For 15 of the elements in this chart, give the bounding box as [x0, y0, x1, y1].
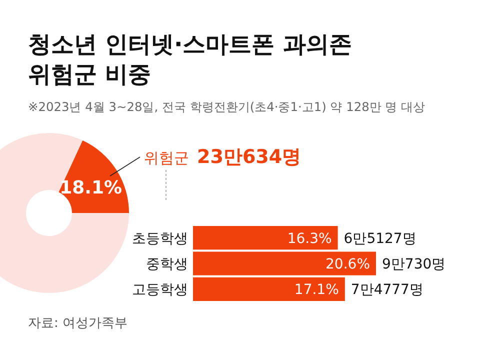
data-label: 17.1% — [294, 282, 339, 298]
slice-label: 위험군 — [144, 149, 189, 167]
data-label: 18.1% — [60, 177, 122, 198]
text: ※2023년 4월 3~28일, 전국 학령전환기(초4·중1·고1) 약 128만 명 대상 — [28, 100, 426, 114]
y-tick-label: 고등학생 — [132, 282, 188, 298]
data-label: 20.6% — [326, 256, 370, 272]
annotation: 6만5127명 — [344, 230, 416, 247]
text: 23만634명 — [197, 146, 302, 168]
text: 자료: 여성가족부 — [28, 316, 128, 331]
chart-title: 청소년 인터넷·스마트폰 과의존 위험군 비중 — [28, 32, 352, 88]
y-tick-label: 중학생 — [146, 256, 188, 272]
data-label: 16.3% — [287, 230, 332, 247]
annotation: 7만4777명 — [350, 282, 424, 298]
annotation: 9만730명 — [382, 256, 446, 272]
y-tick-label: 초등학생 — [132, 230, 188, 247]
